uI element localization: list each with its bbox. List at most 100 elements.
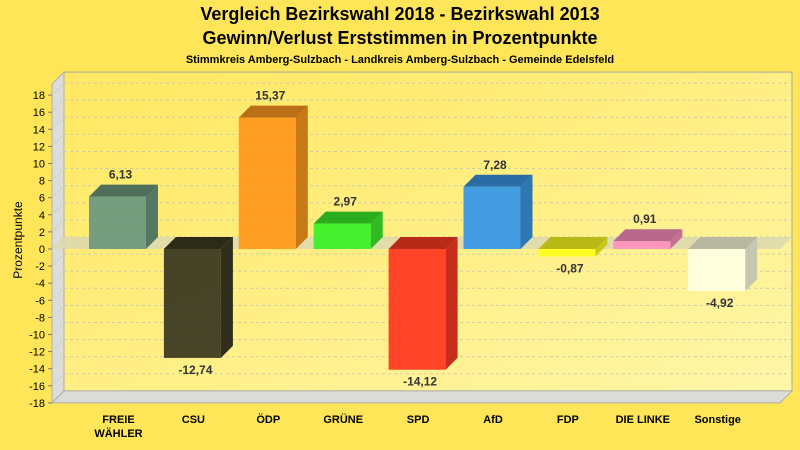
x-category-label-line: AfD [483,414,503,426]
chart-subtitle: Gewinn/Verlust Erststimmen in Prozentpun… [202,28,598,48]
bar-front [89,196,146,249]
grid-line-side [51,373,65,387]
bar-front [163,249,221,358]
y-tick-label: 10 [33,159,45,171]
bar-side [445,237,458,370]
bar-side [220,237,233,358]
y-axis-label: Prozentpunkte [11,201,25,279]
x-category-label: FDP [557,414,579,426]
grid-line-side [51,134,65,147]
grid-line-side [51,253,65,267]
y-tick-label: -16 [29,381,45,393]
grid-line-side [51,322,65,335]
y-tick-label: -12 [29,347,45,359]
x-category-label-line: GRÜNE [323,413,363,426]
x-category-label-line: FDP [557,414,579,426]
bar-side [370,211,383,249]
bar-front [313,223,371,249]
y-tick-label: 2 [39,227,45,239]
x-category-label: CSU [182,414,205,426]
y-tick-label: 8 [39,176,45,188]
y-tick-label: -10 [29,330,45,342]
bar-value-label: -14,12 [403,375,437,389]
bar [613,229,683,249]
y-tick-label: -8 [35,312,45,324]
grid-line-side [51,151,65,164]
bar-top [89,184,158,197]
x-category-label-line: WÄHLER [94,427,142,440]
bar-top [613,229,683,242]
bar-side [295,105,308,249]
y-tick-label: 16 [33,107,45,119]
grid-line-side [51,202,65,216]
grid-line-side [51,287,65,301]
x-category-label-line: FREIE [102,414,134,426]
x-category-label-line: CSU [182,414,205,426]
grid-line-side [51,270,65,284]
bar [688,237,758,292]
bar-side [595,237,608,257]
bar-front [388,249,446,370]
bar [313,211,383,249]
bar-side [670,229,683,249]
chart-region-subtitle: Stimmkreis Amberg-Sulzbach - Landkreis A… [185,54,615,66]
y-tick-label: 0 [39,244,45,256]
x-category-label: Sonstige [694,414,740,426]
y-tick-label: 4 [39,210,45,222]
bar-top [238,105,308,118]
bar-front [613,241,671,249]
chart-title: Vergleich Bezirkswahl 2018 - Bezirkswahl… [200,4,600,24]
bar-front [238,117,296,249]
bar-value-label: 2,97 [334,195,358,209]
bar-top [313,211,383,224]
bar-value-label: 6,13 [109,168,133,182]
y-tick-label: 6 [39,193,45,205]
y-tick-label: -18 [29,398,45,410]
bar [538,237,608,257]
y-tick-label: -2 [35,261,45,273]
bar-front [538,249,596,257]
bar-front [688,249,746,292]
plot-left-wall [51,70,65,405]
y-tick-label: 14 [33,124,45,136]
grid-line-side [51,168,65,181]
y-tick-label: 18 [33,90,45,102]
grid-line-side [51,356,65,370]
x-category-label: DIE LINKE [616,414,670,426]
bar [163,237,233,358]
y-tick-label: -14 [29,364,45,376]
x-category-label-line: SPD [407,414,430,426]
bar-side [520,174,533,249]
grid-line-side [51,99,65,113]
grid-line-side [51,219,65,233]
bar [388,237,458,370]
x-category-label-line: Sonstige [694,414,740,426]
bar-top [688,237,758,249]
bar-top [163,237,233,249]
plot-floor [50,390,794,404]
x-category-label-line: DIE LINKE [616,414,670,426]
y-tick-label: -6 [35,295,45,307]
bar [89,184,158,249]
bar-top [538,237,608,249]
bar-top [463,174,533,187]
x-category-label: GRÜNE [323,413,363,426]
grid-line-side [51,185,65,199]
grid-line-side [51,339,65,352]
x-category-label: FREIE WÄHLER [94,414,142,440]
x-category-label: SPD [407,414,430,426]
grid-line-side [51,82,65,96]
bar-value-label: 0,91 [633,212,657,226]
bar-side [745,237,758,292]
bar-side [146,184,158,249]
y-tick-label: -4 [35,278,45,290]
x-category-label-line: ÖDP [256,413,280,426]
y-tick-label: 12 [33,141,45,153]
bar [238,105,308,249]
x-category-label: AfD [483,414,503,426]
x-category-label: ÖDP [256,413,280,426]
grid-line-side [51,305,65,318]
bar-value-label: 15,37 [255,89,285,103]
bar-value-label: -0,87 [556,261,584,275]
